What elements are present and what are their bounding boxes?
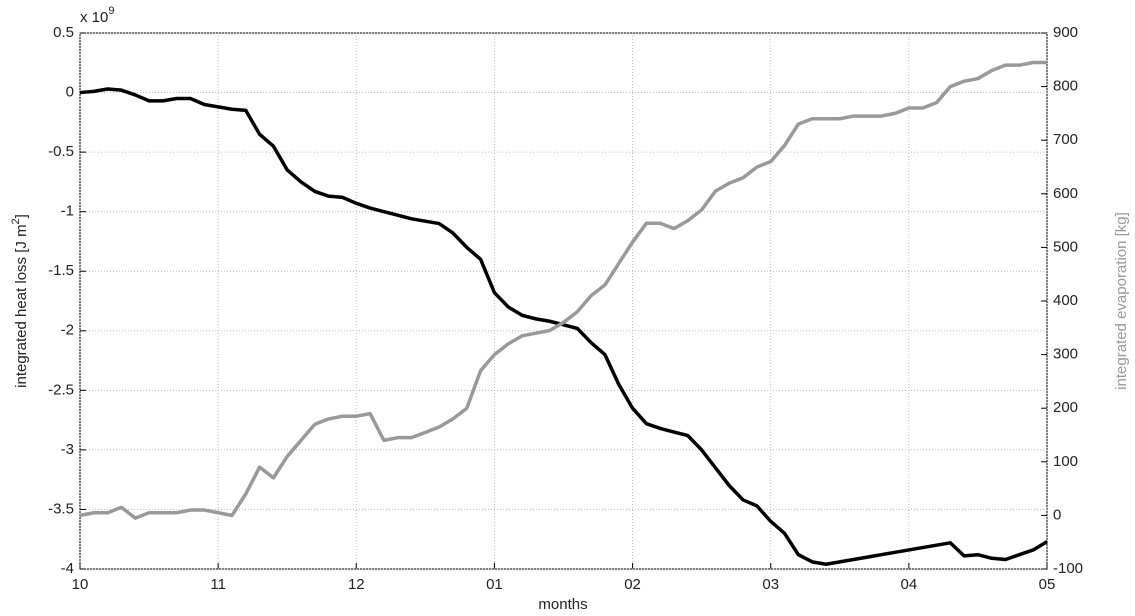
y2-tick-label: -100	[1053, 560, 1083, 577]
y2-tick-label: 300	[1053, 346, 1078, 363]
y-multiplier: x 109	[80, 5, 114, 26]
y-label-text: integrated heat loss [J m	[13, 224, 30, 387]
y2-tick-label: 100	[1053, 453, 1078, 470]
x-tick-label: 01	[486, 576, 503, 593]
plot-frame	[79, 32, 1048, 570]
x-tick-label: 10	[72, 576, 89, 593]
y-tick-label: -3.5	[48, 500, 74, 517]
y2-tick-label: 600	[1053, 185, 1078, 202]
data-line	[79, 60, 1047, 520]
y-tick-label: -0.5	[48, 143, 74, 160]
y-tick-label: -4	[61, 560, 74, 577]
multiplier-exponent: 9	[108, 5, 114, 17]
y-label-sup: 2	[10, 218, 22, 224]
data-line	[79, 87, 1048, 566]
y-axis-label: integrated heat loss [J m2]	[10, 214, 30, 388]
x-tick-label: 03	[762, 576, 779, 593]
y2-tick-label: 800	[1053, 78, 1078, 95]
y2-tick-label: 200	[1053, 399, 1078, 416]
y2-tick-label: 900	[1053, 24, 1078, 41]
y-tick-label: 0.5	[53, 24, 74, 41]
y-tick-label: -3	[61, 441, 74, 458]
x-tick-label: 02	[624, 576, 641, 593]
y2-tick-label: 400	[1053, 292, 1078, 309]
y2-tick-label: 700	[1053, 131, 1078, 148]
x-tick-label: 05	[1039, 576, 1056, 593]
y2-tick-label: 500	[1053, 238, 1078, 255]
y-tick-label: 0	[66, 84, 74, 101]
x-tick-label: 12	[348, 576, 365, 593]
y-tick-label: -2.5	[48, 381, 74, 398]
y-tick-label: -2	[61, 322, 74, 339]
x-tick-label: 11	[210, 576, 226, 593]
multiplier-base: x 10	[80, 9, 108, 26]
y-tick-label: -1	[61, 203, 74, 220]
y2-tick-label: 0	[1053, 506, 1061, 523]
x-tick-label: 04	[901, 576, 918, 593]
x-axis-label: months	[538, 596, 587, 613]
y2-axis-label: integrated evaporation [kg]	[1113, 212, 1130, 390]
y-tick-label: -1.5	[48, 262, 74, 279]
y-label-end: ]	[13, 214, 30, 218]
